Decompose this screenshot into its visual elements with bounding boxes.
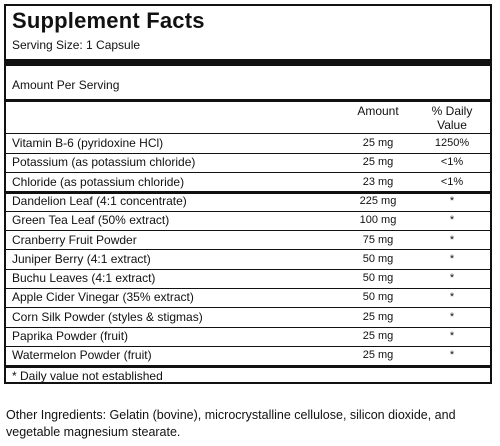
ingredient-name: Cranberry Fruit Powder <box>12 232 137 247</box>
medium-divider <box>6 99 490 102</box>
ingredient-daily-value: * <box>449 233 455 246</box>
row-divider <box>6 287 490 289</box>
ingredient-amount: 50 mg <box>362 291 394 304</box>
table-row: Vitamin B-6 (pyridoxine HCl) 25 mg 1250% <box>6 134 490 152</box>
row-divider <box>6 172 490 174</box>
ingredient-daily-value: * <box>449 252 455 265</box>
row-divider <box>6 210 490 212</box>
ingredient-amount: 75 mg <box>362 233 394 246</box>
ingredient-name: Potassium (as potassium chloride) <box>12 155 196 170</box>
table-row: Chloride (as potassium chloride) 23 mg <1% <box>6 173 490 191</box>
ingredient-daily-value: * <box>449 349 455 362</box>
header-divider <box>6 133 490 134</box>
ingredient-name: Corn Silk Powder (styles & stigmas) <box>12 309 203 324</box>
ingredient-amount: 225 mg <box>359 194 397 207</box>
table-row: Dandelion Leaf (4:1 concentrate) 225 mg * <box>6 192 490 210</box>
column-header-daily-value: % Daily Value <box>418 104 486 132</box>
ingredient-amount: 25 mg <box>362 349 394 362</box>
serving-size: Serving Size: 1 Capsule <box>12 38 141 52</box>
ingredient-name: Juniper Berry (4:1 extract) <box>12 251 151 266</box>
table-row: Corn Silk Powder (styles & stigmas) 25 mg… <box>6 308 490 326</box>
table-row: Green Tea Leaf (50% extract) 100 mg * <box>6 211 490 229</box>
ingredient-name: Vitamin B-6 (pyridoxine HCl) <box>12 136 164 150</box>
ingredient-daily-value: * <box>449 310 455 323</box>
ingredient-name: Buchu Leaves (4:1 extract) <box>12 271 156 286</box>
table-row: Watermelon Powder (fruit) 25 mg * <box>6 346 490 364</box>
ingredient-amount: 50 mg <box>362 272 394 285</box>
daily-value-header-line1: % Daily <box>431 104 473 118</box>
footnote: * Daily value not established <box>12 369 163 383</box>
thick-divider <box>6 59 490 66</box>
ingredient-daily-value: <1% <box>440 175 464 188</box>
ingredient-amount: 25 mg <box>362 137 394 149</box>
other-ingredients: Other Ingredients: Gelatin (bovine), mic… <box>6 408 456 439</box>
row-divider <box>6 307 490 309</box>
panel-title: Supplement Facts <box>12 8 205 33</box>
table-row: Apple Cider Vinegar (35% extract) 50 mg * <box>6 288 490 306</box>
ingredient-amount: 25 mg <box>362 310 394 323</box>
ingredient-amount: 23 mg <box>362 175 394 188</box>
row-divider <box>6 345 490 347</box>
row-divider <box>6 268 490 270</box>
table-row: Potassium (as potassium chloride) 25 mg <1… <box>6 153 490 171</box>
row-divider <box>6 191 490 195</box>
table-row: Paprika Powder (fruit) 25 mg * <box>6 327 490 345</box>
daily-value-header-line2: Value <box>437 118 467 132</box>
row-divider <box>6 230 490 231</box>
amount-per-serving: Amount Per Serving <box>12 78 120 92</box>
ingredient-name: Green Tea Leaf (50% extract) <box>12 213 170 228</box>
ingredient-daily-value: <1% <box>440 156 464 169</box>
row-divider <box>6 326 490 328</box>
ingredient-name: Dandelion Leaf (4:1 concentrate) <box>12 193 187 208</box>
ingredient-daily-value: * <box>449 214 455 227</box>
ingredient-amount: 25 mg <box>362 330 394 342</box>
bottom-divider <box>6 365 490 368</box>
ingredient-amount: 25 mg <box>362 156 394 169</box>
ingredient-name: Paprika Powder (fruit) <box>12 329 129 343</box>
ingredient-name: Chloride (as potassium chloride) <box>12 174 185 189</box>
table-row: Juniper Berry (4:1 extract) 50 mg * <box>6 250 490 268</box>
table-row: Cranberry Fruit Powder 75 mg * <box>6 231 490 249</box>
row-divider <box>6 152 490 154</box>
ingredient-amount: 50 mg <box>362 252 394 265</box>
column-header-amount: Amount <box>357 104 399 118</box>
ingredient-daily-value: * <box>449 194 455 207</box>
ingredient-daily-value: * <box>449 330 455 342</box>
ingredient-name: Apple Cider Vinegar (35% extract) <box>12 290 194 305</box>
table-row: Buchu Leaves (4:1 extract) 50 mg * <box>6 269 490 287</box>
row-divider <box>6 249 490 251</box>
ingredient-daily-value: 1250% <box>434 137 470 149</box>
ingredient-name: Watermelon Powder (fruit) <box>12 348 152 363</box>
ingredient-daily-value: * <box>449 272 455 285</box>
supplement-facts-panel: Supplement Facts Serving Size: 1 Capsule… <box>4 4 492 384</box>
ingredient-daily-value: * <box>449 291 455 304</box>
ingredient-amount: 100 mg <box>359 214 397 227</box>
